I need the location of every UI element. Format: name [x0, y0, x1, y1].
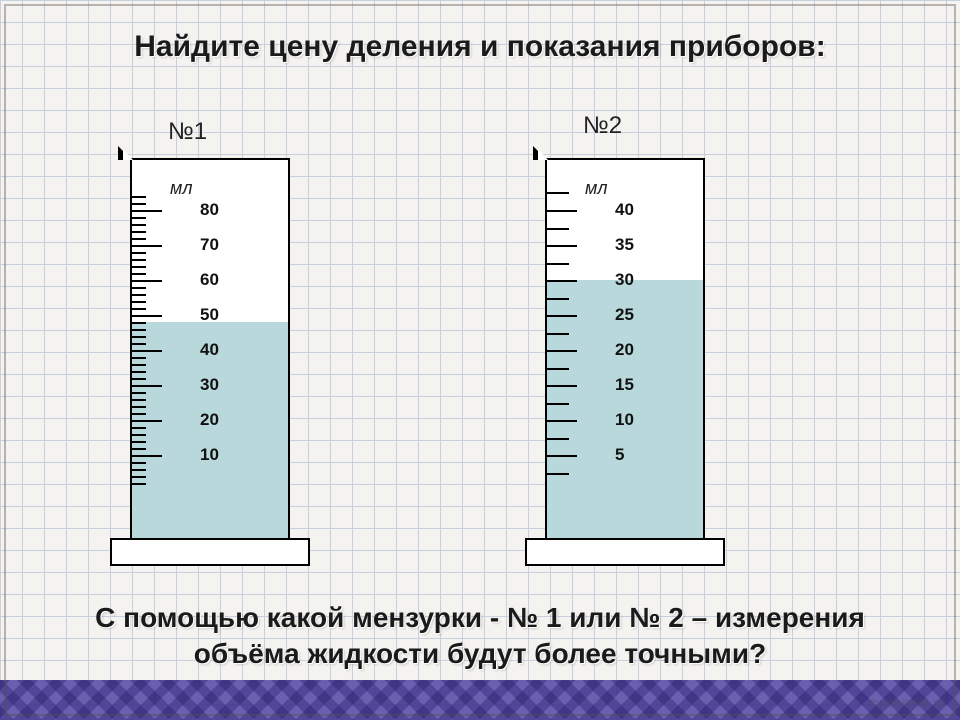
cylinder2-unit: мл — [585, 178, 608, 199]
cylinder1-tick-label: 10 — [200, 445, 219, 465]
cylinder1-tick-minor — [132, 294, 146, 296]
cylinder2-tick-major — [547, 385, 577, 387]
page-title: Найдите цену деления и показания приборо… — [0, 30, 960, 64]
cylinder1-tick-minor — [132, 357, 146, 359]
question-line2: объёма жидкости будут более точными? — [0, 638, 960, 670]
cylinder1-tick-minor — [132, 308, 146, 310]
cylinder2-tick-major — [547, 245, 577, 247]
cylinder2-tick-major — [547, 315, 577, 317]
cylinder2-tick-mid — [547, 403, 569, 405]
cylinder1-tick-minor — [132, 378, 146, 380]
cylinder1-tick-minor — [132, 252, 146, 254]
cylinder2: мл 40 35 30 25 20 15 10 5 — [545, 160, 725, 566]
cylinder1-tick-minor — [132, 469, 146, 471]
cylinder1-tick-minor — [132, 392, 146, 394]
cylinder1-tick-minor — [132, 217, 146, 219]
cylinder2-tick-major — [547, 420, 577, 422]
cylinder1-tick-major — [132, 315, 162, 317]
cylinder1-tick-major — [132, 385, 162, 387]
cylinder1-tick-minor — [132, 287, 146, 289]
cylinder1-tick-minor — [132, 483, 146, 485]
cylinder2-tick-major — [547, 350, 577, 352]
cylinder1-unit: мл — [170, 178, 193, 199]
cylinder2-tick-label: 10 — [615, 410, 634, 430]
cylinder1-tick-major — [132, 210, 162, 212]
cylinder1-tick-minor — [132, 231, 146, 233]
cylinder1: мл 80 70 60 50 40 30 20 10 — [130, 160, 310, 566]
cylinder1-label: №1 — [168, 118, 207, 146]
cylinder1-tick-minor — [132, 364, 146, 366]
cylinder2-tick-mid — [547, 298, 569, 300]
watermark: myshared.ru — [868, 695, 946, 710]
cylinder2-tick-mid — [547, 473, 569, 475]
cylinder2-tick-label: 35 — [615, 235, 634, 255]
cylinder2-tick-label: 20 — [615, 340, 634, 360]
cylinder2-tick-mid — [547, 438, 569, 440]
cylinder2-body: мл 40 35 30 25 20 15 10 5 — [545, 160, 705, 540]
cylinder1-tick-minor — [132, 476, 146, 478]
cylinder1-tick-major — [132, 455, 162, 457]
cylinder1-tick-minor — [132, 336, 146, 338]
cylinder1-tick-minor — [132, 427, 146, 429]
cylinder1-spout-inner — [123, 149, 133, 160]
cylinder1-tick-major — [132, 350, 162, 352]
cylinder1-tick-major — [132, 245, 162, 247]
cylinder2-tick-mid — [547, 333, 569, 335]
cylinder1-tick-minor — [132, 196, 146, 198]
cylinder2-tick-label: 15 — [615, 375, 634, 395]
cylinder2-tick-major — [547, 210, 577, 212]
cylinder1-tick-minor — [132, 462, 146, 464]
cylinder1-tick-minor — [132, 448, 146, 450]
cylinder1-top-edge — [130, 158, 290, 160]
cylinder1-tick-label: 70 — [200, 235, 219, 255]
cylinder1-tick-label: 30 — [200, 375, 219, 395]
cylinder1-tick-minor — [132, 343, 146, 345]
cylinder1-tick-minor — [132, 259, 146, 261]
cylinder1-tick-minor — [132, 329, 146, 331]
cylinder2-tick-mid — [547, 228, 569, 230]
cylinder1-tick-minor — [132, 224, 146, 226]
cylinder2-spout-inner — [538, 149, 548, 160]
cylinder1-tick-major — [132, 420, 162, 422]
cylinder1-tick-minor — [132, 399, 146, 401]
cylinder1-tick-minor — [132, 434, 146, 436]
cylinder1-tick-label: 50 — [200, 305, 219, 325]
cylinder2-tick-label: 30 — [615, 270, 634, 290]
cylinder2-tick-label: 25 — [615, 305, 634, 325]
cylinder1-body: мл 80 70 60 50 40 30 20 10 — [130, 160, 290, 540]
cylinder1-tick-minor — [132, 413, 146, 415]
cylinder1-tick-minor — [132, 301, 146, 303]
cylinder1-tick-label: 80 — [200, 200, 219, 220]
cylinder1-tick-minor — [132, 322, 146, 324]
cylinder2-tick-major — [547, 455, 577, 457]
cylinder1-base — [110, 538, 310, 566]
cylinder2-tick-mid — [547, 368, 569, 370]
cylinder1-tick-minor — [132, 371, 146, 373]
cylinder1-tick-minor — [132, 273, 146, 275]
cylinder2-tick-mid — [547, 263, 569, 265]
cylinder1-tick-minor — [132, 238, 146, 240]
cylinder1-tick-label: 40 — [200, 340, 219, 360]
cylinder1-tick-minor — [132, 266, 146, 268]
cylinder2-tick-label: 5 — [615, 445, 624, 465]
cylinder2-base — [525, 538, 725, 566]
question-line1: С помощью какой мензурки - № 1 или № 2 –… — [0, 602, 960, 634]
cylinder1-tick-major — [132, 280, 162, 282]
cylinder2-tick-mid — [547, 192, 569, 194]
cylinder1-tick-label: 60 — [200, 270, 219, 290]
cylinder1-tick-minor — [132, 406, 146, 408]
cylinder2-tick-major — [547, 280, 577, 282]
decorative-strip — [0, 680, 960, 720]
cylinder1-tick-minor — [132, 441, 146, 443]
cylinder1-tick-label: 20 — [200, 410, 219, 430]
cylinder2-top-edge — [545, 158, 705, 160]
cylinder2-tick-label: 40 — [615, 200, 634, 220]
cylinder2-label: №2 — [583, 112, 622, 140]
cylinder1-tick-minor — [132, 203, 146, 205]
